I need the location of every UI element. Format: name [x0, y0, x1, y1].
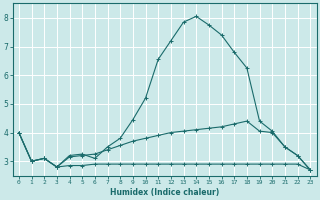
X-axis label: Humidex (Indice chaleur): Humidex (Indice chaleur) — [110, 188, 219, 197]
